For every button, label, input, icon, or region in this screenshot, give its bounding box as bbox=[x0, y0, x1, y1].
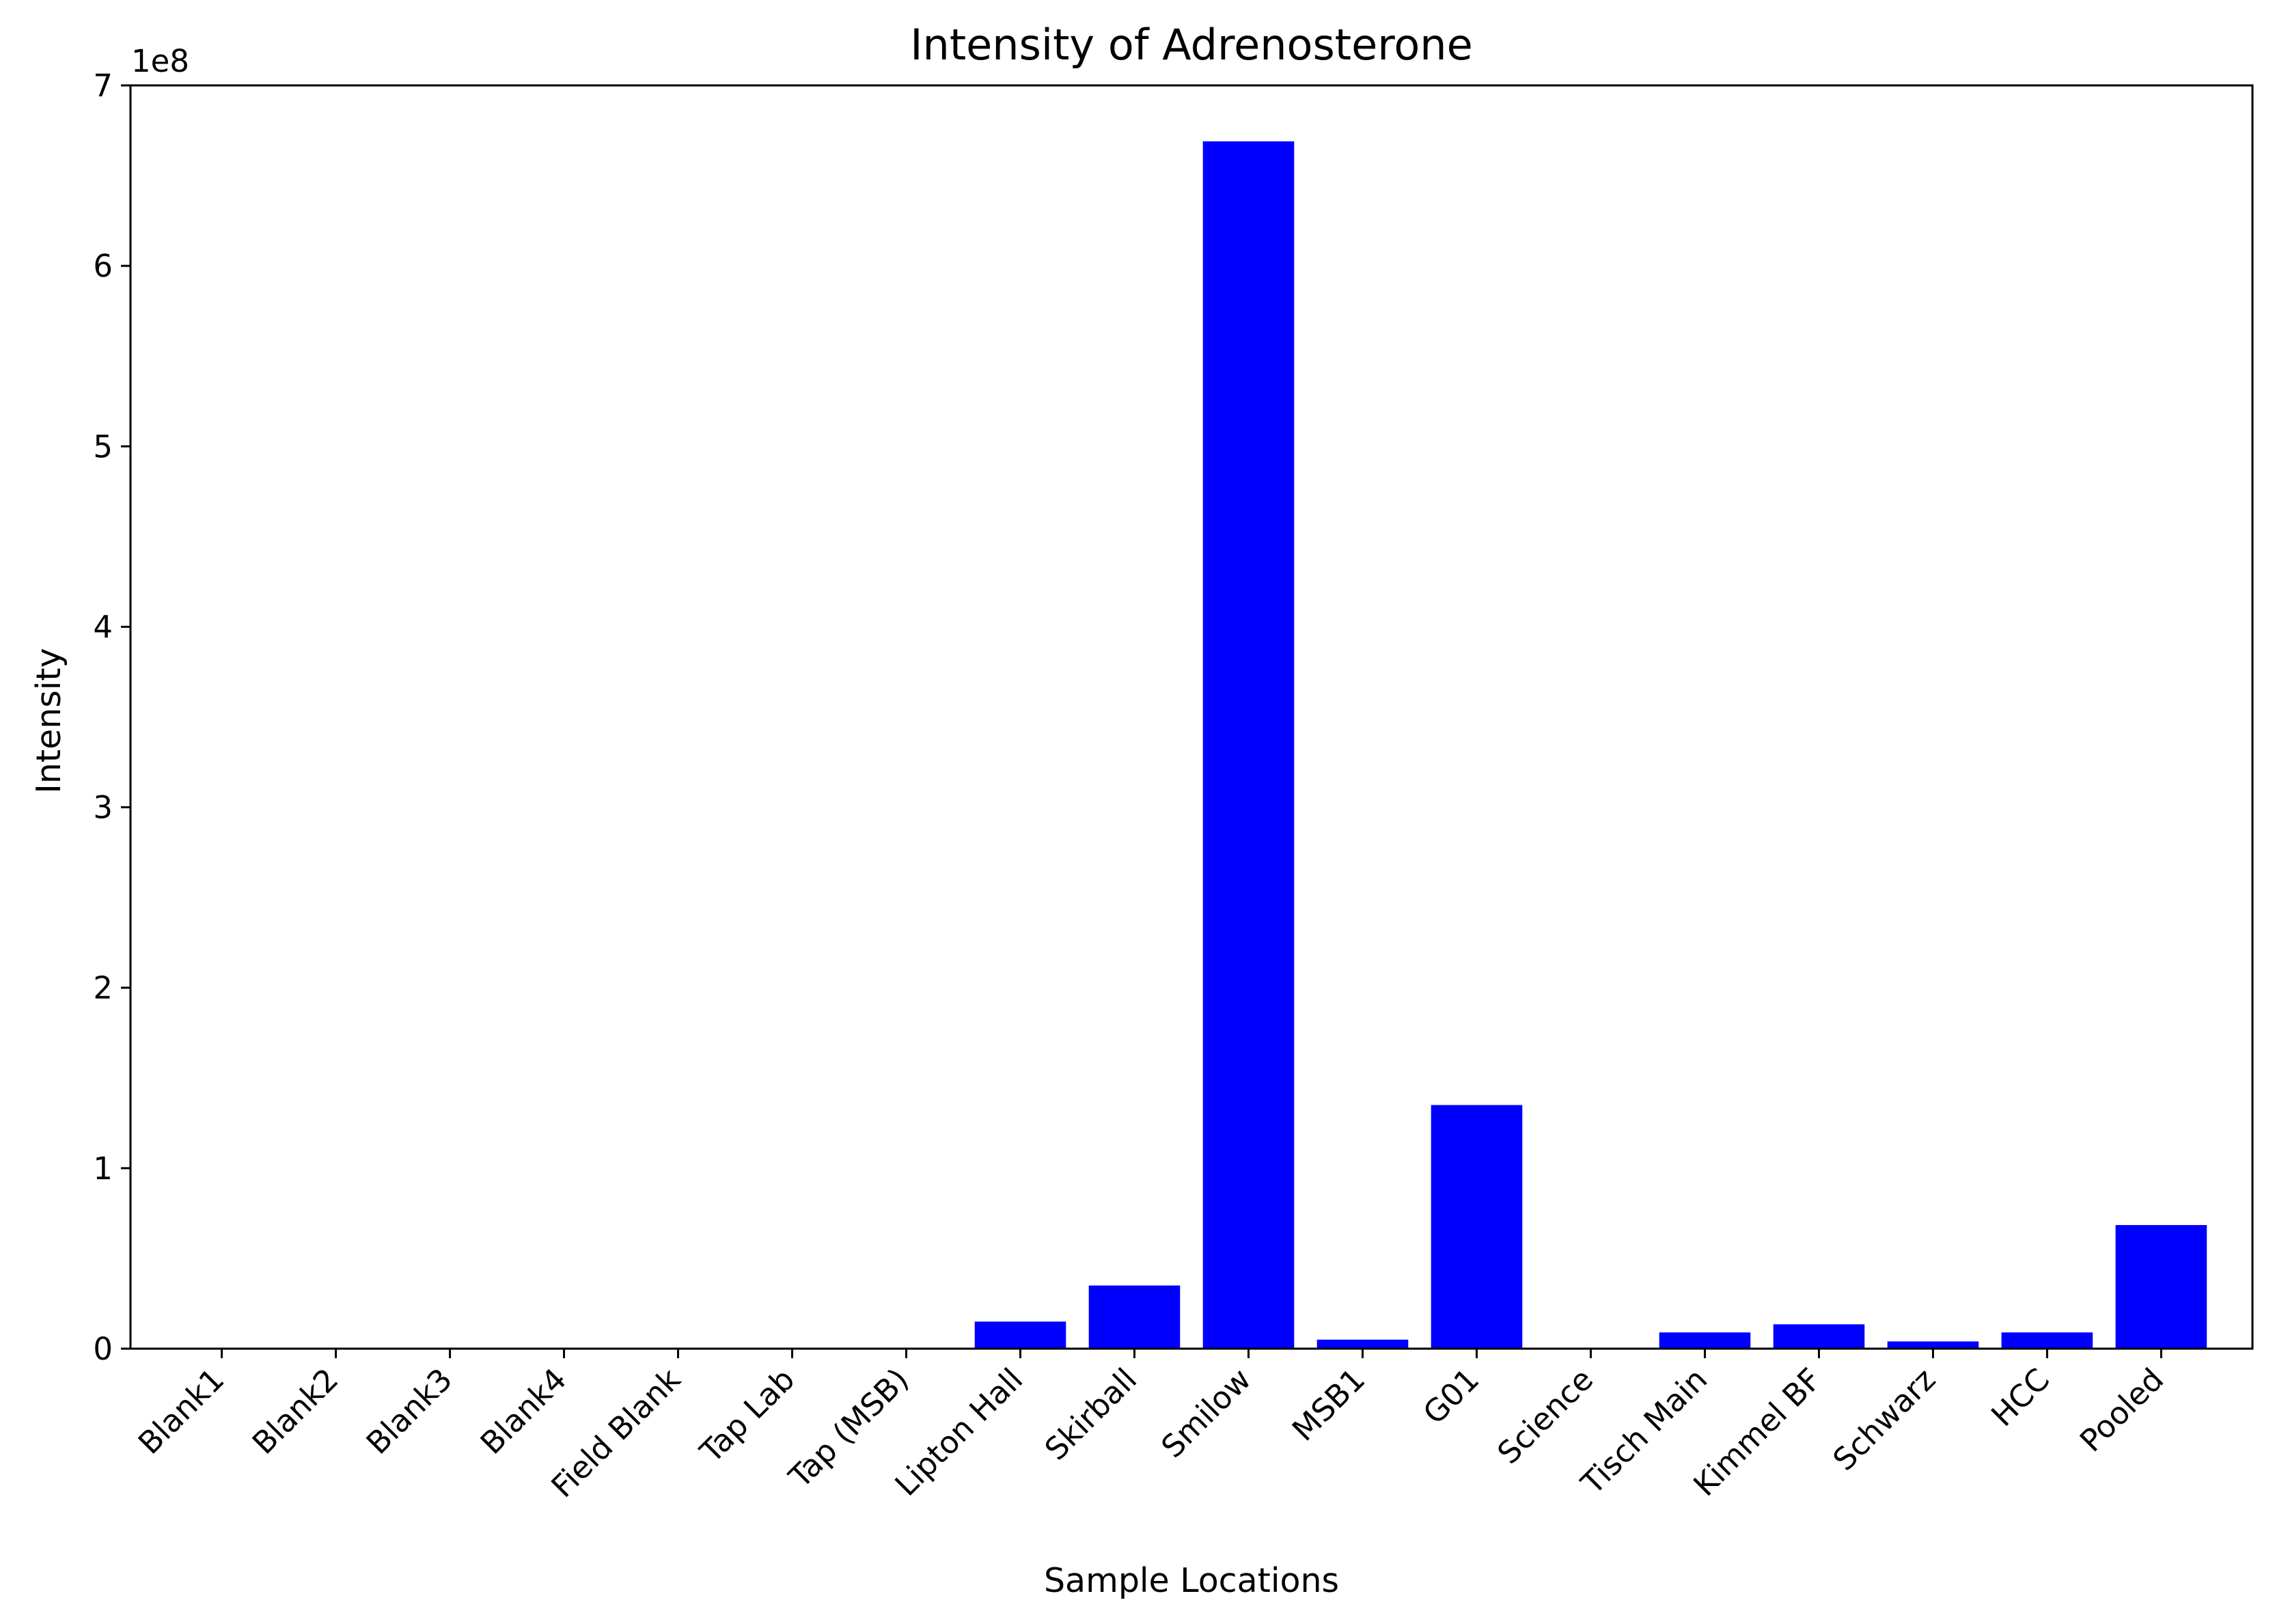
bar-hcc bbox=[2001, 1332, 2093, 1349]
x-tick-label: Blank1 bbox=[131, 1361, 231, 1461]
x-tick-label: Blank3 bbox=[359, 1361, 459, 1461]
bar-pooled bbox=[2115, 1225, 2207, 1349]
x-tick-label: Smilow bbox=[1154, 1361, 1258, 1465]
x-tick-label: Blank2 bbox=[245, 1361, 345, 1461]
x-tick-label: Blank4 bbox=[473, 1361, 573, 1461]
plot-frame bbox=[129, 84, 2254, 1350]
bar-smilow bbox=[1202, 141, 1295, 1349]
y-tick-label: 7 bbox=[93, 68, 113, 104]
x-tick-label: Schwarz bbox=[1826, 1361, 1943, 1478]
y-tick-label: 6 bbox=[93, 248, 113, 284]
x-tick-label: HCC bbox=[1984, 1361, 2056, 1433]
y-tick-label: 3 bbox=[93, 790, 113, 826]
bar-lipton-hall bbox=[974, 1321, 1066, 1349]
y-axis-label: Intensity bbox=[29, 648, 68, 793]
chart-title: Intensity of Adrenosterone bbox=[910, 20, 1472, 70]
y-tick-label: 0 bbox=[93, 1331, 113, 1367]
y-ticks-group: 0 1 2 3 4 5 6 7 bbox=[93, 68, 130, 1367]
x-axis-label: Sample Locations bbox=[1044, 1561, 1339, 1600]
bar-tisch-main bbox=[1659, 1332, 1751, 1349]
bar-msb1 bbox=[1316, 1339, 1409, 1349]
x-tick-label: Pooled bbox=[2073, 1361, 2170, 1459]
x-tick-label: G01 bbox=[1416, 1361, 1487, 1431]
x-tick-label: Science bbox=[1490, 1361, 1600, 1471]
bars-group bbox=[974, 141, 2207, 1349]
x-tick-label: MSB1 bbox=[1285, 1361, 1372, 1448]
y-tick-label: 4 bbox=[93, 609, 113, 645]
bar-g01 bbox=[1431, 1105, 1523, 1349]
bar-skirball bbox=[1088, 1285, 1181, 1349]
y-tick-label: 1 bbox=[93, 1151, 113, 1187]
y-tick-label: 5 bbox=[93, 428, 113, 465]
bar-kimmel-bf bbox=[1773, 1324, 1865, 1349]
y-offset-label: 1e8 bbox=[131, 43, 189, 79]
x-tick-label: Tap Lab bbox=[693, 1361, 802, 1470]
y-tick-label: 2 bbox=[93, 970, 113, 1006]
x-tick-label: Skirball bbox=[1038, 1361, 1144, 1467]
bar-schwarz bbox=[1887, 1341, 1979, 1349]
